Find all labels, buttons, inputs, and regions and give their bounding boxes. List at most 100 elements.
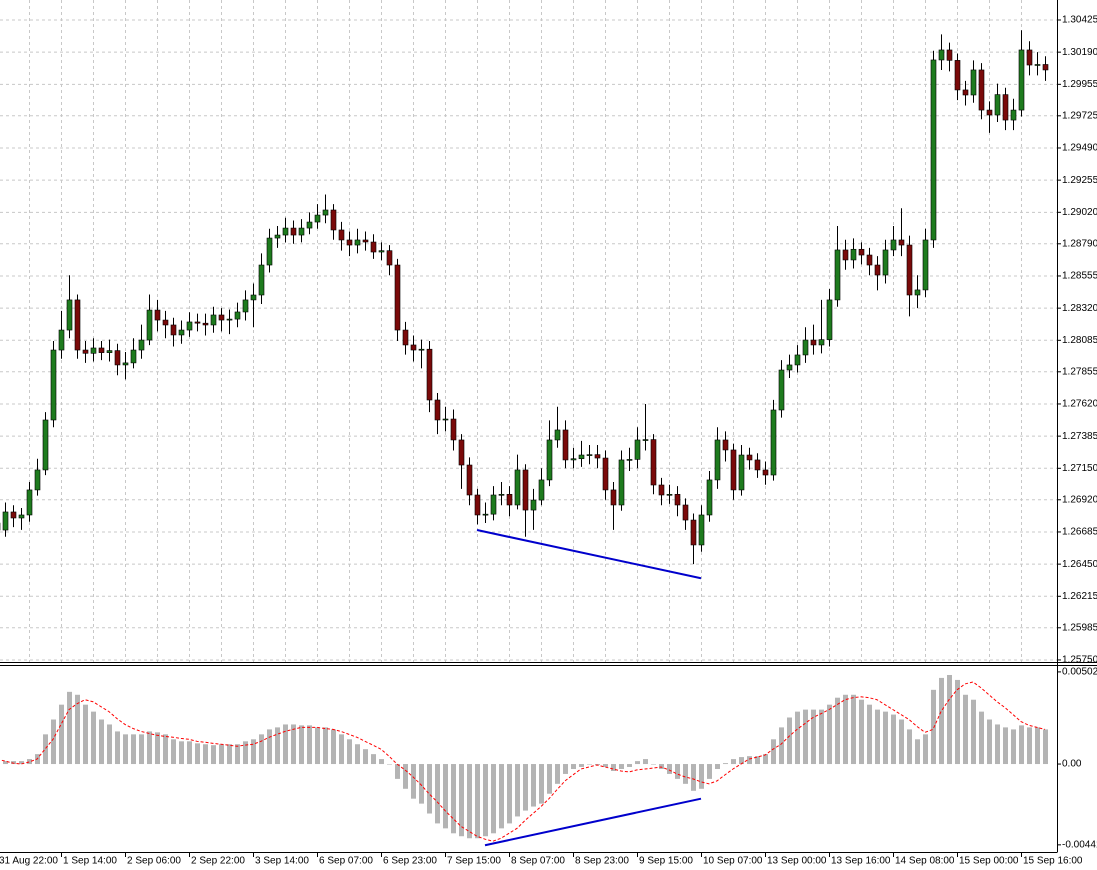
histogram-bar bbox=[467, 764, 472, 839]
x-tick-label: 14 Sep 08:00 bbox=[895, 856, 955, 867]
candle-body bbox=[538, 479, 545, 501]
candle-body bbox=[58, 329, 65, 351]
candle-body bbox=[82, 349, 89, 354]
y-tick-label: 1.27855 bbox=[1062, 366, 1097, 377]
candle-body bbox=[850, 248, 857, 261]
candle-body bbox=[306, 221, 313, 229]
price-panel bbox=[0, 0, 1057, 662]
histogram-bar bbox=[667, 764, 672, 774]
candle-body bbox=[802, 339, 809, 356]
histogram-bar bbox=[707, 764, 712, 779]
candle-body bbox=[170, 324, 177, 336]
candle-body bbox=[554, 429, 561, 441]
y-tick-label: 1.29020 bbox=[1062, 207, 1097, 218]
x-tick-label: 10 Sep 07:00 bbox=[703, 856, 763, 867]
candle-body bbox=[978, 69, 985, 111]
histogram-bar bbox=[459, 764, 464, 837]
y-tick-label: 1.29955 bbox=[1062, 79, 1097, 90]
histogram-bar bbox=[171, 739, 176, 765]
candle-body bbox=[874, 264, 881, 276]
histogram-bar bbox=[275, 727, 280, 765]
histogram-bar bbox=[739, 757, 744, 765]
candle-body bbox=[706, 479, 713, 516]
histogram-bar bbox=[355, 744, 360, 765]
candle-body bbox=[210, 314, 217, 326]
histogram-bar bbox=[579, 764, 584, 767]
histogram-bar bbox=[3, 761, 8, 765]
candle-body bbox=[826, 299, 833, 340]
candle-body bbox=[274, 234, 281, 239]
candle-body bbox=[362, 239, 369, 243]
candle-body bbox=[618, 459, 625, 506]
histogram-bar bbox=[995, 724, 1000, 765]
y-tick-label: 0.00 bbox=[1062, 759, 1082, 770]
candle-body bbox=[34, 469, 41, 491]
histogram-bar bbox=[963, 694, 968, 765]
histogram-bar bbox=[539, 764, 544, 804]
candle-body bbox=[754, 459, 761, 471]
x-tick-label: 1 Sep 14:00 bbox=[63, 856, 117, 867]
x-tick-label: 8 Sep 23:00 bbox=[575, 856, 629, 867]
histogram-bar bbox=[315, 727, 320, 765]
histogram-bar bbox=[427, 764, 432, 814]
candle-body bbox=[842, 249, 849, 261]
candle-body bbox=[610, 489, 617, 506]
histogram-bar bbox=[91, 711, 96, 765]
histogram-bar bbox=[923, 734, 928, 765]
candle-body bbox=[778, 369, 785, 411]
x-tick-label: 13 Sep 00:00 bbox=[767, 856, 827, 867]
histogram-bar bbox=[987, 719, 992, 765]
signal-line bbox=[0, 681, 1046, 842]
histogram-bar bbox=[891, 714, 896, 765]
trendline bbox=[476, 529, 702, 580]
x-tick-label: 7 Sep 15:00 bbox=[447, 856, 501, 867]
candle-body bbox=[130, 349, 137, 364]
candle-body bbox=[66, 299, 73, 331]
histogram-bar bbox=[715, 764, 720, 769]
histogram-bar bbox=[139, 734, 144, 765]
candle-body bbox=[330, 209, 337, 231]
candle-body bbox=[2, 511, 9, 531]
histogram-bar bbox=[419, 764, 424, 804]
candle-body bbox=[626, 459, 633, 461]
y-tick-label: 1.28790 bbox=[1062, 238, 1097, 249]
histogram-bar bbox=[1043, 729, 1048, 765]
candle-body bbox=[562, 429, 569, 461]
y-tick-label: 1.29255 bbox=[1062, 175, 1097, 186]
histogram-bar bbox=[771, 739, 776, 765]
candle-body bbox=[354, 239, 361, 246]
y-tick-label: 1.28085 bbox=[1062, 335, 1097, 346]
candle-body bbox=[722, 439, 729, 451]
x-tick-label: 13 Sep 16:00 bbox=[831, 856, 891, 867]
y-tick-label: 1.29490 bbox=[1062, 143, 1097, 154]
histogram-bar bbox=[915, 739, 920, 765]
histogram-bar bbox=[1011, 729, 1016, 765]
histogram-bar bbox=[779, 727, 784, 765]
histogram-bar bbox=[499, 764, 504, 829]
histogram-bar bbox=[27, 759, 32, 765]
candle-body bbox=[690, 519, 697, 546]
y-tick-label: 1.26685 bbox=[1062, 527, 1097, 538]
histogram-bar bbox=[11, 761, 16, 765]
histogram-bar bbox=[1035, 727, 1040, 765]
candle-body bbox=[402, 329, 409, 346]
histogram-bar bbox=[403, 764, 408, 789]
candle-body bbox=[930, 59, 937, 241]
candle-body bbox=[986, 109, 993, 116]
candle-body bbox=[970, 69, 977, 96]
histogram-bar bbox=[523, 764, 528, 811]
histogram-bar bbox=[331, 729, 336, 765]
histogram-bar bbox=[611, 764, 616, 772]
candle-body bbox=[1002, 94, 1009, 121]
histogram-bar bbox=[219, 744, 224, 765]
histogram-bar bbox=[731, 759, 736, 765]
candle-body bbox=[186, 321, 193, 331]
histogram-bar bbox=[387, 764, 392, 765]
histogram-bar bbox=[531, 764, 536, 807]
candle-body bbox=[922, 239, 929, 291]
histogram-bar bbox=[203, 744, 208, 765]
candle-body bbox=[794, 354, 801, 366]
candle-body bbox=[882, 249, 889, 276]
candle-body bbox=[738, 454, 745, 491]
